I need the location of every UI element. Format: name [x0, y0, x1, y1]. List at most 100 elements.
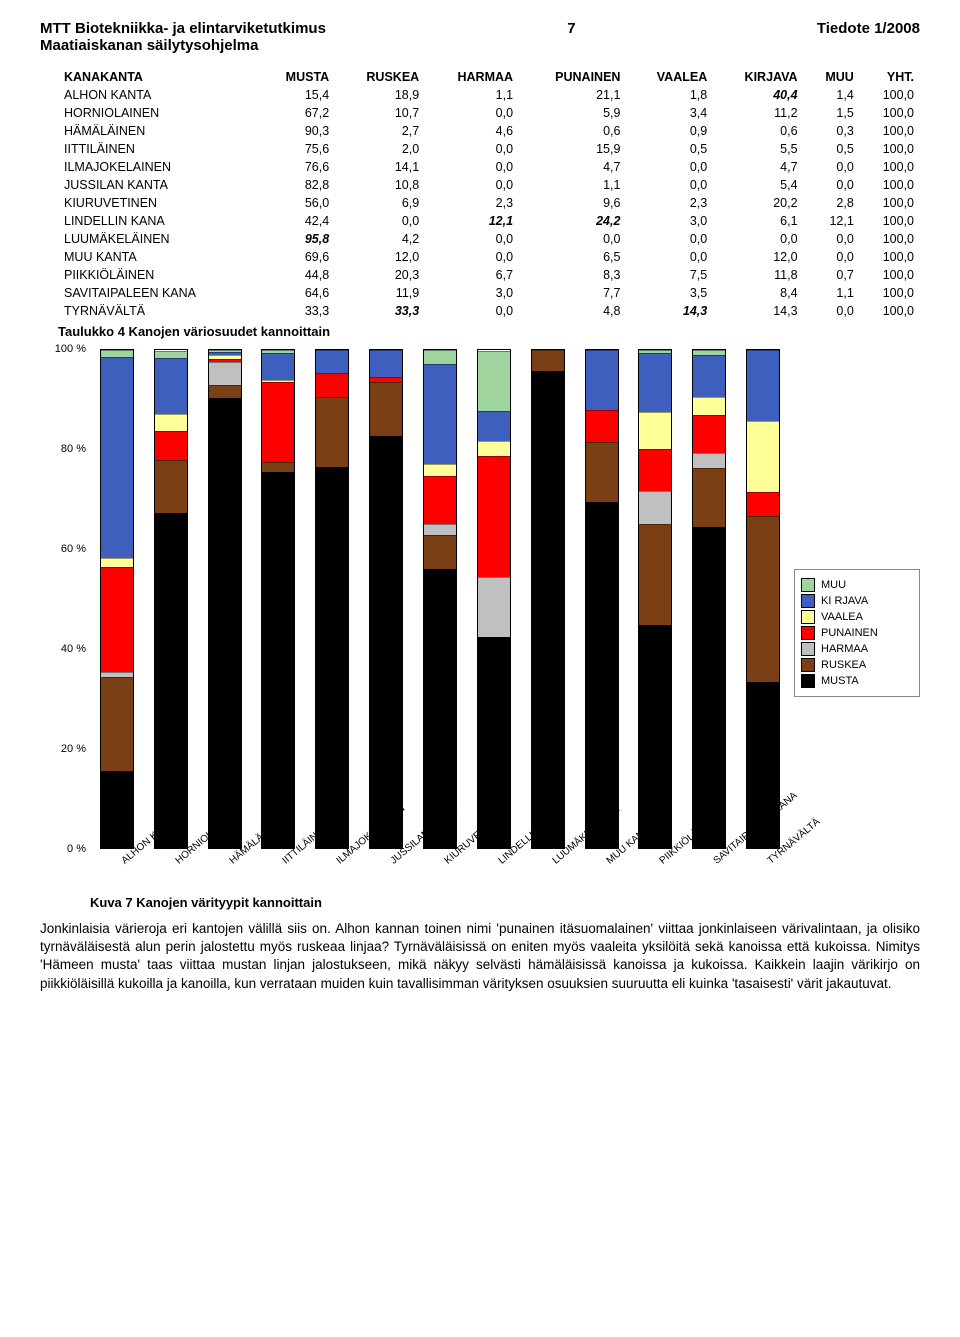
segment-kirjava — [262, 353, 294, 380]
segment-punainen — [316, 373, 348, 396]
table-caption: Taulukko 4 Kanojen väriosuudet kannoitta… — [58, 324, 920, 339]
segment-ruskea — [316, 397, 348, 467]
legend-label: HARMAA — [821, 643, 868, 655]
segment-harmaa — [424, 524, 456, 535]
table-col-8: YHT. — [860, 68, 920, 86]
chart-caption: Kuva 7 Kanojen värityypit kannoittain — [90, 895, 920, 910]
segment-kirjava — [639, 353, 671, 412]
segment-musta — [586, 502, 618, 848]
segment-muu — [155, 351, 187, 358]
bar-2 — [208, 349, 242, 849]
y-tick: 60 % — [61, 543, 86, 555]
segment-musta — [639, 625, 671, 848]
segment-kirjava — [316, 350, 348, 373]
segment-vaalea — [747, 421, 779, 492]
legend-label: RUSKEA — [821, 659, 866, 671]
stacked-bar-chart: 0 %20 %40 %60 %80 %100 % ALHON KANTAHORN… — [40, 349, 920, 889]
table-row: LINDELLIN KANA42,40,012,124,23,06,112,11… — [58, 212, 920, 230]
legend-swatch — [801, 578, 815, 592]
legend-swatch — [801, 626, 815, 640]
segment-punainen — [262, 382, 294, 461]
segment-kirjava — [693, 355, 725, 397]
segment-punainen — [101, 567, 133, 672]
segment-ruskea — [424, 535, 456, 569]
segment-musta — [101, 771, 133, 848]
table-row: PIIKKIÖLÄINEN44,820,36,78,37,511,80,7100… — [58, 266, 920, 284]
segment-vaalea — [693, 397, 725, 414]
segment-vaalea — [101, 558, 133, 567]
table-row: KIURUVETINEN56,06,92,39,62,320,22,8100,0 — [58, 194, 920, 212]
segment-musta — [155, 513, 187, 848]
body-paragraph: Jonkinlaisia värieroja eri kantojen väli… — [40, 920, 920, 993]
header-sub: Maatiaiskanan säilytysohjelma — [40, 37, 920, 54]
color-table: KANAKANTAMUSTARUSKEAHARMAAPUNAINENVAALEA… — [58, 68, 920, 320]
legend-swatch — [801, 674, 815, 688]
header-left: MTT Biotekniikka- ja elintarviketutkimus — [40, 20, 326, 37]
segment-musta — [316, 467, 348, 848]
segment-kirjava — [586, 350, 618, 410]
segment-ruskea — [586, 442, 618, 502]
legend-label: PUNAINEN — [821, 627, 878, 639]
chart-legend: MUU KI RJAVA VAALEA PUNAINEN HARMAA RUSKEA MUS… — [794, 569, 920, 697]
bar-10 — [638, 349, 672, 849]
y-tick: 0 % — [67, 843, 86, 855]
legend-item: MUSTA — [801, 674, 913, 688]
segment-punainen — [155, 431, 187, 460]
page-header: MTT Biotekniikka- ja elintarviketutkimus… — [40, 20, 920, 37]
bar-6 — [423, 349, 457, 849]
segment-muu — [101, 350, 133, 357]
bar-5 — [369, 349, 403, 849]
table-col-5: VAALEA — [626, 68, 713, 86]
legend-label: MUU — [821, 579, 846, 591]
segment-musta — [370, 436, 402, 848]
header-page: 7 — [567, 20, 575, 37]
bar-1 — [154, 349, 188, 849]
segment-ruskea — [370, 382, 402, 436]
segment-vaalea — [155, 414, 187, 431]
bar-4 — [315, 349, 349, 849]
table-row: MUU KANTA69,612,00,06,50,012,00,0100,0 — [58, 248, 920, 266]
legend-label: KI RJAVA — [821, 595, 868, 607]
segment-punainen — [478, 456, 510, 577]
segment-ruskea — [101, 677, 133, 771]
table-row: JUSSILAN KANTA82,810,80,01,10,05,40,0100… — [58, 176, 920, 194]
table-row: SAVITAIPALEEN KANA64,611,93,07,73,58,41,… — [58, 284, 920, 302]
segment-muu — [424, 350, 456, 364]
legend-item: VAALEA — [801, 610, 913, 624]
segment-punainen — [747, 492, 779, 516]
table-col-0: KANAKANTA — [58, 68, 258, 86]
table-row: ALHON KANTA15,418,91,121,11,840,41,4100,… — [58, 86, 920, 104]
segment-punainen — [693, 415, 725, 453]
segment-harmaa — [478, 577, 510, 637]
segment-ruskea — [532, 350, 564, 371]
table-row: HORNIOLAINEN67,210,70,05,93,411,21,5100,… — [58, 104, 920, 122]
segment-vaalea — [639, 412, 671, 449]
table-col-4: PUNAINEN — [519, 68, 626, 86]
segment-ruskea — [693, 468, 725, 527]
segment-ruskea — [155, 460, 187, 513]
legend-label: MUSTA — [821, 675, 859, 687]
legend-item: MUU — [801, 578, 913, 592]
segment-musta — [209, 398, 241, 848]
segment-kirjava — [101, 357, 133, 558]
segment-muu — [478, 351, 510, 411]
y-tick: 100 % — [55, 343, 86, 355]
table-col-1: MUSTA — [258, 68, 335, 86]
y-tick: 20 % — [61, 743, 86, 755]
segment-vaalea — [424, 464, 456, 475]
header-right: Tiedote 1/2008 — [817, 20, 920, 37]
segment-kirjava — [478, 411, 510, 441]
table-row: ILMAJOKELAINEN76,614,10,04,70,04,70,0100… — [58, 158, 920, 176]
table-row: IITTILÄINEN75,62,00,015,90,55,50,5100,0 — [58, 140, 920, 158]
segment-kirjava — [424, 364, 456, 465]
table-row: TYRNÄVÄLTÄ33,333,30,04,814,314,30,0100,0 — [58, 302, 920, 320]
segment-musta — [262, 472, 294, 848]
legend-swatch — [801, 658, 815, 672]
legend-item: PUNAINEN — [801, 626, 913, 640]
bar-0 — [100, 349, 134, 849]
bar-11 — [692, 349, 726, 849]
segment-musta — [532, 371, 564, 848]
segment-vaalea — [478, 441, 510, 456]
segment-punainen — [424, 476, 456, 524]
segment-ruskea — [262, 462, 294, 472]
